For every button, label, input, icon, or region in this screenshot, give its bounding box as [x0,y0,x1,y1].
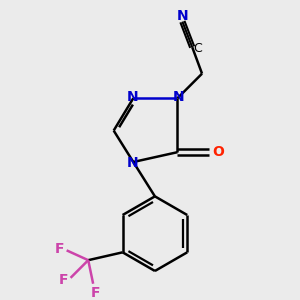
Text: N: N [177,9,188,23]
Text: C: C [193,42,202,55]
Text: F: F [90,286,100,300]
Text: N: N [127,90,138,104]
Text: O: O [212,145,224,159]
Text: F: F [55,242,64,256]
Text: F: F [59,273,68,287]
Text: N: N [173,90,184,104]
Text: N: N [127,156,138,170]
